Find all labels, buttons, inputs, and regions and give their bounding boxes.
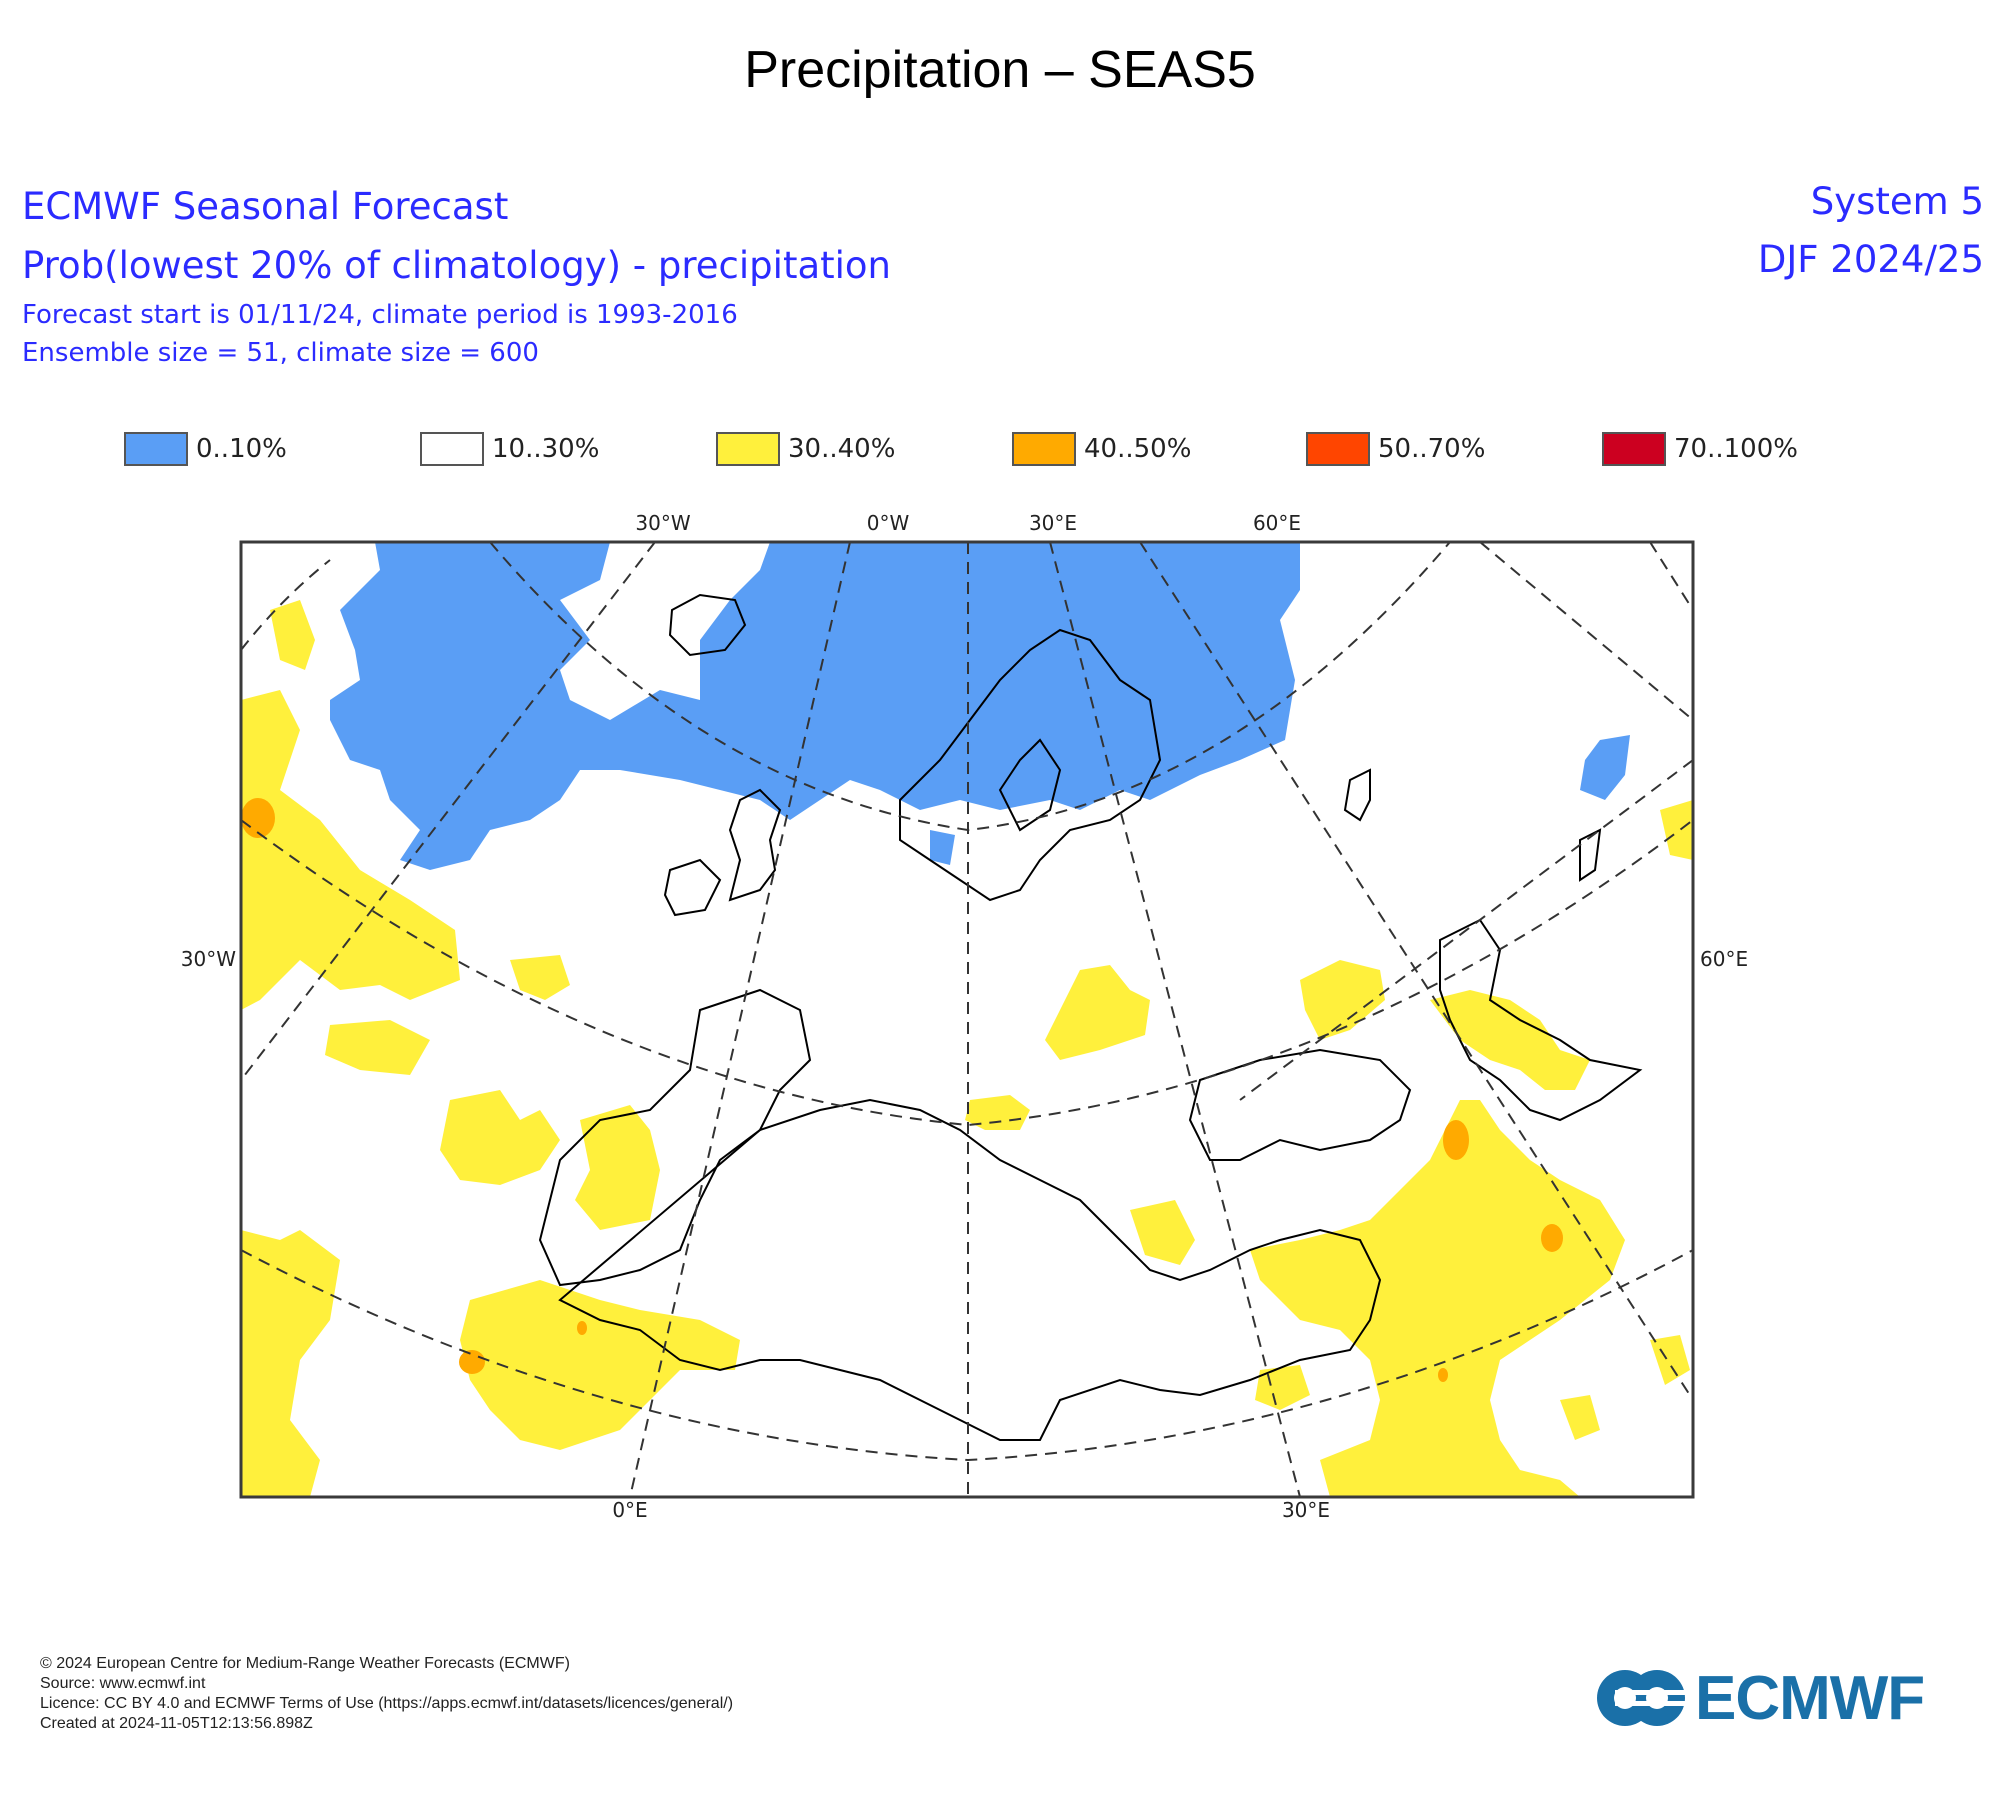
ecmwf-logo-text: ECMWF <box>1695 1663 1925 1733</box>
forecast-start-info: Forecast start is 01/11/24, climate peri… <box>22 300 738 330</box>
season-label: DJF 2024/25 <box>1757 238 1984 281</box>
created-timestamp: Created at 2024-11-05T12:13:56.898Z <box>40 1715 313 1732</box>
legend-label: 10..30% <box>492 434 600 464</box>
source-link[interactable]: Source: www.ecmwf.int <box>40 1675 206 1692</box>
lon-label-top: 60°E <box>1253 511 1301 535</box>
legend-label: 50..70% <box>1378 434 1486 464</box>
lon-label-top: 30°W <box>635 511 690 535</box>
legend-item: 70..100% <box>1602 432 1798 466</box>
copyright-text: © 2024 European Centre for Medium-Range … <box>40 1655 570 1672</box>
licence-text: Licence: CC BY 4.0 and ECMWF Terms of Us… <box>40 1695 734 1712</box>
lon-label-top: 30°E <box>1029 511 1077 535</box>
legend-swatch <box>420 432 484 466</box>
ensemble-info: Ensemble size = 51, climate size = 600 <box>22 338 539 368</box>
probability-region-low <box>330 542 1630 870</box>
probability-region-30-40 <box>241 600 1693 1497</box>
legend-swatch <box>1306 432 1370 466</box>
ecmwf-logo: ECMWF <box>1595 1664 1975 1733</box>
system-label: System 5 <box>1810 180 1984 223</box>
forecast-org-title: ECMWF Seasonal Forecast <box>22 185 509 228</box>
lon-label-right: 60°E <box>1700 947 1748 971</box>
lon-label-left: 30°W <box>181 947 236 971</box>
lon-label-bottom: 30°E <box>1282 1498 1330 1522</box>
lon-label-bottom: 0°E <box>612 1498 647 1522</box>
legend: 0..10% 10..30% 30..40% 40..50% 50..70% 7… <box>0 432 2000 472</box>
forecast-description: Prob(lowest 20% of climatology) - precip… <box>22 244 891 287</box>
forecast-map: 30°W 0°W 30°E 60°E 0°E 30°E 30°W 60°E <box>181 511 1748 1522</box>
lon-label-top: 0°W <box>867 511 910 535</box>
legend-item: 40..50% <box>1012 432 1191 466</box>
probability-region-40-50 <box>241 798 1563 1382</box>
legend-item: 50..70% <box>1306 432 1485 466</box>
legend-label: 40..50% <box>1084 434 1192 464</box>
legend-item: 30..40% <box>716 432 895 466</box>
legend-item: 10..30% <box>420 432 599 466</box>
page-title: Precipitation – SEAS5 <box>744 41 1256 99</box>
legend-label: 30..40% <box>788 434 896 464</box>
footer: © 2024 European Centre for Medium-Range … <box>40 1654 733 1734</box>
legend-swatch <box>1012 432 1076 466</box>
legend-item: 0..10% <box>124 432 287 466</box>
legend-swatch <box>716 432 780 466</box>
map-frame <box>239 540 1695 1499</box>
legend-label: 0..10% <box>196 434 287 464</box>
legend-swatch <box>124 432 188 466</box>
graticule <box>241 542 1693 1497</box>
legend-label: 70..100% <box>1674 434 1798 464</box>
legend-swatch <box>1602 432 1666 466</box>
ecmwf-logo-icon <box>1597 1670 1687 1726</box>
